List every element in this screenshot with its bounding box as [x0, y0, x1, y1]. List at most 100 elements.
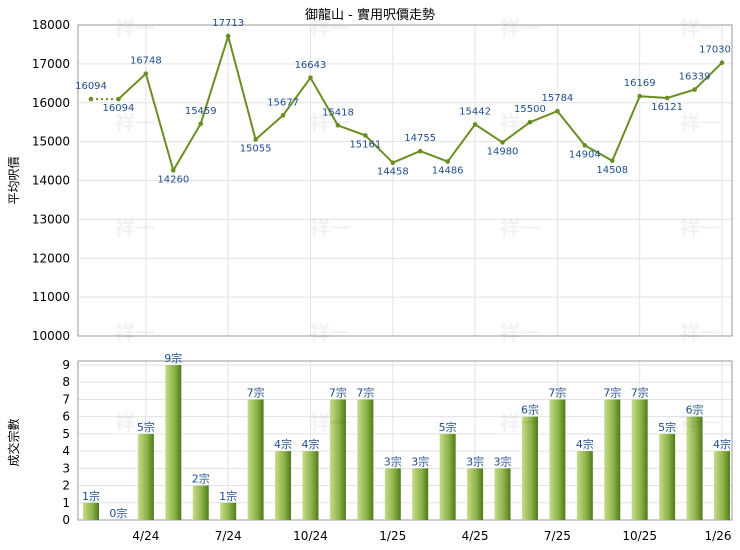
watermark: 祥一 [310, 216, 350, 240]
watermark: 祥一 [310, 16, 350, 40]
line-point [582, 143, 588, 148]
watermark: 祥一 [680, 111, 720, 135]
line-y-tick-label: 15000 [32, 135, 70, 149]
bar-data-label: 7宗 [548, 385, 566, 399]
bar-data-label: 7宗 [247, 385, 265, 399]
line-point [472, 122, 478, 127]
bar [686, 416, 703, 520]
line-data-label: 16121 [651, 102, 683, 113]
line-y-tick-label: 16000 [32, 96, 70, 110]
bar-data-label: 5宗 [439, 420, 457, 434]
bar-data-label: 6宗 [686, 403, 704, 417]
x-tick-label: 1/26 [705, 529, 732, 543]
bar [137, 433, 154, 520]
bar [467, 468, 484, 520]
watermark: 祥一 [115, 111, 155, 135]
bar [302, 451, 319, 520]
bar [549, 399, 566, 520]
x-tick-label: 4/25 [462, 529, 489, 543]
line-data-label: 17713 [212, 18, 244, 29]
line-data-label: 14260 [157, 174, 189, 185]
line-point [719, 60, 725, 66]
bar-data-label: 7宗 [603, 385, 621, 399]
bar-data-label: 4宗 [301, 437, 319, 451]
bar-y-tick-label: 3 [62, 461, 70, 475]
line-point [253, 137, 258, 142]
line-point [198, 121, 204, 127]
line-data-label: 15500 [514, 104, 546, 115]
bar-y-tick-label: 6 [62, 410, 70, 424]
line-data-label: 14904 [569, 149, 601, 160]
line-data-label: 15418 [322, 107, 354, 118]
line-point [500, 140, 505, 145]
watermark: 祥一 [115, 321, 155, 345]
bar-data-label: 3宗 [494, 454, 512, 468]
bar [576, 451, 593, 520]
line-data-label: 15459 [185, 106, 217, 117]
line-point [445, 159, 450, 164]
line-point [116, 96, 121, 102]
line-data-label: 14486 [432, 166, 464, 177]
bar-data-label: 7宗 [356, 385, 374, 399]
line-y-tick-label: 14000 [32, 174, 70, 188]
line-point [171, 168, 176, 173]
bar-data-label: 0宗 [109, 506, 127, 520]
line-point [637, 93, 642, 99]
bar [165, 365, 182, 520]
line-y-tick-label: 13000 [32, 212, 70, 226]
line-y-tick-label: 10000 [32, 329, 70, 343]
x-tick-label: 7/24 [215, 529, 242, 543]
bar-data-label: 2宗 [192, 472, 210, 486]
line-data-label: 15442 [459, 106, 491, 117]
watermark: 祥一 [680, 16, 720, 40]
line-data-label: 15784 [541, 93, 573, 104]
line-y-tick-label: 18000 [32, 18, 70, 32]
line-data-label: 15055 [240, 143, 272, 154]
line-y-tick-label: 12000 [32, 251, 70, 265]
line-point [280, 113, 286, 118]
line-point [363, 133, 368, 138]
watermark: 祥一 [680, 411, 720, 435]
bar-y-tick-label: 9 [62, 358, 70, 372]
line-point [555, 108, 560, 114]
bar-y-tick-label: 5 [62, 427, 70, 441]
bar [521, 416, 538, 520]
bar-plot-area [78, 361, 732, 520]
bar-plot-frame [77, 360, 733, 521]
bar-data-label: 5宗 [137, 420, 155, 434]
watermark: 祥一 [500, 411, 540, 435]
watermark: 祥一 [310, 321, 350, 345]
bar-y-tick-label: 4 [62, 444, 70, 458]
x-tick-label: 7/25 [544, 529, 571, 543]
line-data-label: 14980 [487, 146, 519, 157]
line-data-label: 16169 [624, 78, 656, 89]
line-point [692, 87, 697, 92]
bar-data-label: 7宗 [329, 385, 347, 399]
watermark: 祥一 [310, 111, 350, 135]
line-data-label: 16748 [130, 56, 162, 67]
bar [192, 485, 209, 520]
line-point [527, 119, 533, 125]
bar [83, 502, 99, 520]
line-data-label: 16094 [75, 81, 107, 92]
line-point [225, 33, 231, 39]
bar [329, 399, 346, 520]
bar-data-label: 7宗 [631, 385, 649, 399]
line-y-tick-label: 11000 [32, 290, 70, 304]
bar-data-label: 3宗 [384, 454, 402, 468]
watermark: 祥一 [310, 411, 350, 435]
line-data-label: 16643 [295, 60, 327, 71]
bar [659, 433, 676, 520]
bar [439, 433, 456, 520]
line-data-label: 16339 [679, 72, 711, 83]
x-tick-label: 4/24 [132, 529, 159, 543]
watermark: 祥一 [500, 216, 540, 240]
watermark: 祥一 [680, 321, 720, 345]
line-point [664, 95, 670, 101]
line-data-label: 14755 [404, 133, 436, 144]
bar-data-label: 4宗 [274, 437, 292, 451]
line-point [335, 123, 341, 128]
bar [247, 399, 264, 520]
